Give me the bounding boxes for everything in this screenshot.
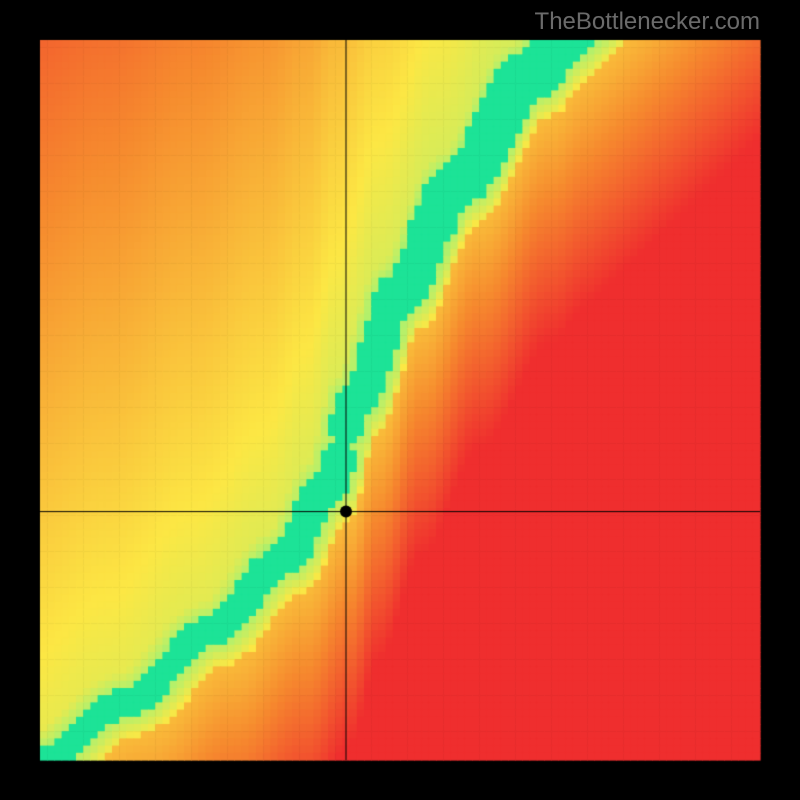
- bottleneck-heatmap: [0, 0, 800, 800]
- root-container: TheBottlenecker.com: [0, 0, 800, 800]
- watermark-text: TheBottlenecker.com: [535, 8, 760, 36]
